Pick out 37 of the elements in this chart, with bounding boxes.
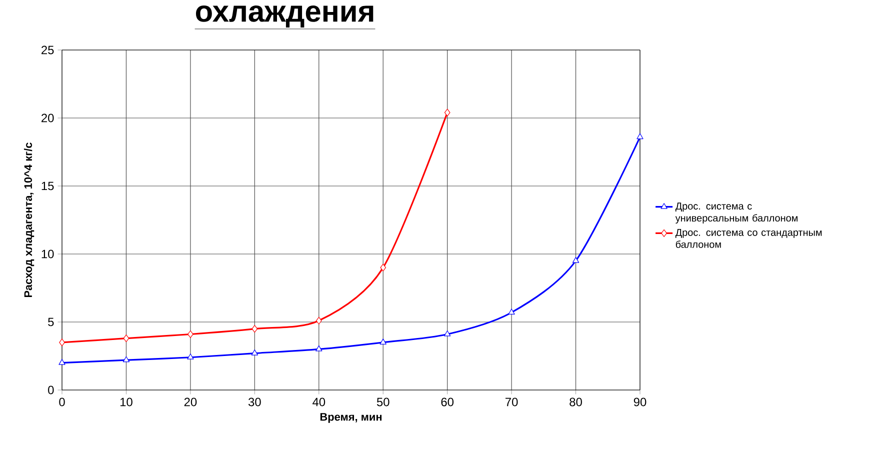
x-tick-label: 90: [634, 398, 646, 406]
point: [444, 330, 451, 336]
x-tick-label: 50: [376, 398, 390, 406]
legend-label: Дрос. система со стандартным баллоном: [675, 228, 822, 248]
point: [636, 133, 644, 140]
point: [251, 349, 258, 356]
point: [59, 338, 65, 346]
x-tick-label: 80: [570, 398, 582, 406]
x-tick-label: 30: [248, 398, 261, 406]
point: [508, 308, 515, 315]
x-tick-label: 20: [184, 398, 197, 406]
point: [188, 330, 194, 338]
point: [316, 345, 322, 352]
x-tick-label: 40: [312, 398, 326, 406]
y-tick-label: 15: [42, 182, 54, 190]
y-tick-label: 25: [42, 46, 54, 54]
y-tick-label: 10: [42, 250, 54, 258]
point: [252, 325, 258, 333]
point: [123, 334, 130, 342]
x-tick-label: 10: [120, 398, 132, 406]
chart-title: охлаждения: [196, 6, 374, 28]
y-tick-label: 20: [42, 114, 54, 122]
legend-label: Дрос. система с универсальным баллоном: [675, 202, 798, 224]
x-axis-title: Время, мин: [320, 413, 382, 423]
x-tick-label: 60: [441, 398, 454, 406]
x-tick-label: 70: [506, 398, 518, 406]
point: [187, 354, 194, 360]
x-tick-label: 0: [59, 398, 65, 406]
point: [316, 316, 322, 324]
y-tick-label: 5: [48, 318, 54, 326]
point: [444, 108, 450, 116]
point: [572, 257, 580, 263]
point: [380, 264, 386, 272]
y-tick-label: 0: [48, 386, 54, 394]
point: [122, 356, 130, 362]
point: [380, 338, 386, 344]
y-axis-title: Расход хладагента, 10^4 кг/с: [24, 142, 34, 298]
